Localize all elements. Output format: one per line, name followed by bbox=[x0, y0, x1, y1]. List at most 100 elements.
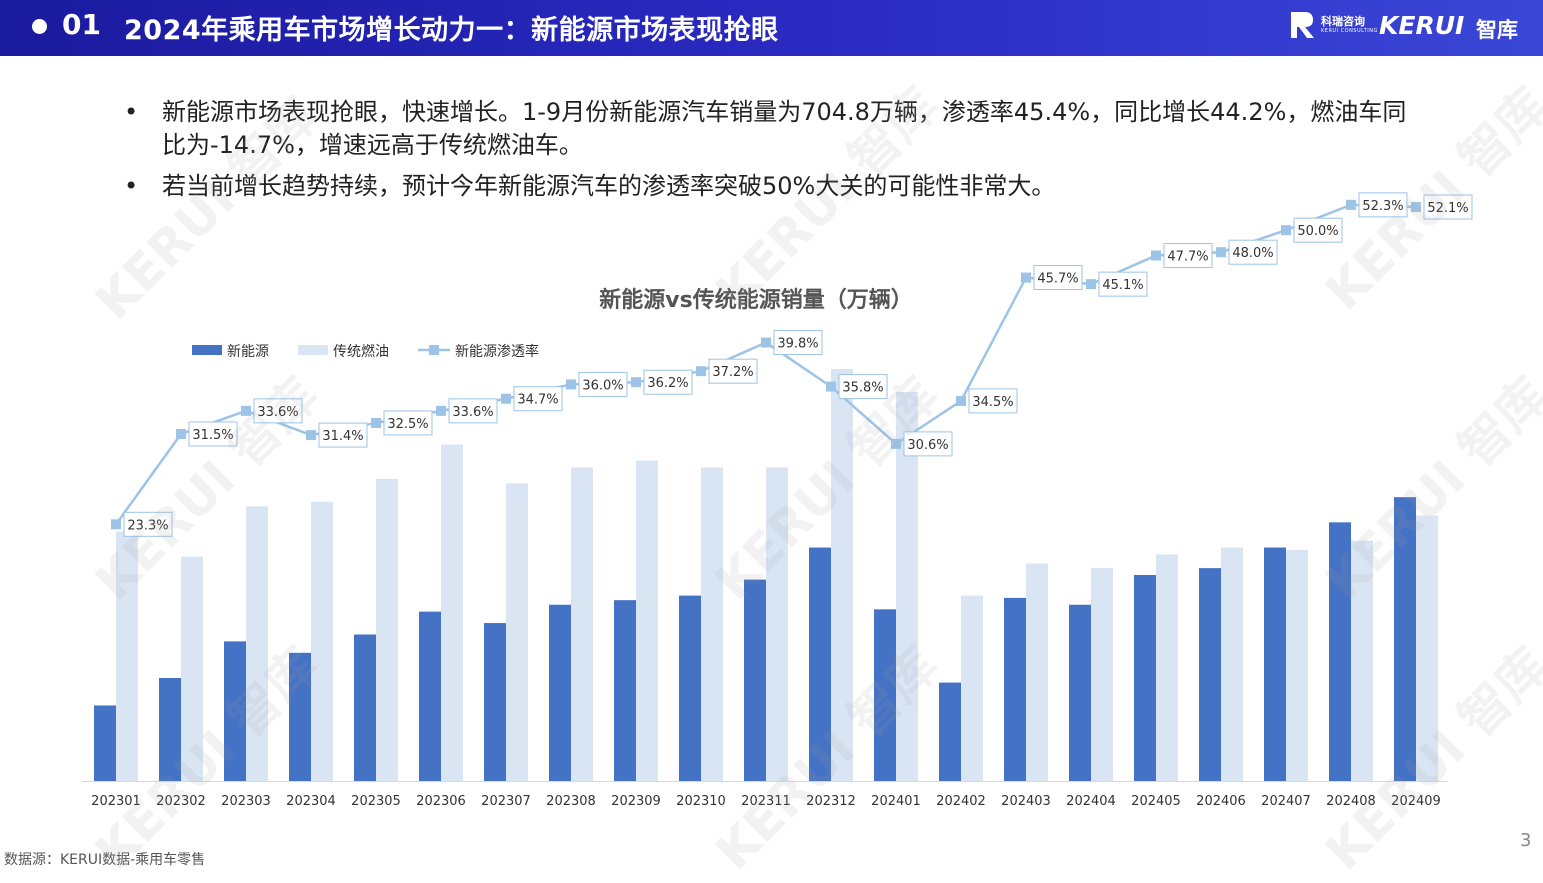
bar-ice bbox=[571, 467, 593, 781]
rate-point bbox=[241, 405, 251, 416]
rate-data-label: 34.5% bbox=[972, 395, 1013, 410]
rate-data-label: 37.2% bbox=[712, 365, 753, 380]
rate-data-label-box bbox=[253, 398, 303, 424]
rate-point bbox=[1411, 202, 1421, 213]
bullet-mark: • bbox=[124, 98, 139, 126]
rate-data-label-box bbox=[708, 358, 758, 384]
bar-nev bbox=[809, 547, 831, 781]
rate-data-label: 31.5% bbox=[192, 428, 233, 443]
rate-data-label: 32.5% bbox=[387, 417, 428, 432]
chart-title: 新能源vs传统能源销量（万辆） bbox=[599, 288, 913, 313]
bar-ice bbox=[701, 467, 723, 781]
rate-data-label: 45.7% bbox=[1037, 272, 1078, 287]
data-source-note: 数据源：KERUI数据-乘用车零售 bbox=[4, 852, 206, 868]
rate-data-label-box bbox=[1098, 271, 1148, 297]
bar-ice bbox=[896, 391, 918, 781]
rate-data-label-box bbox=[578, 371, 628, 397]
rate-data-label: 50.0% bbox=[1297, 224, 1338, 239]
bullet-text: 若当前增长趋势持续，预计今年新能源汽车的渗透率突破50%大关的可能性非常大。 bbox=[162, 172, 1056, 200]
rate-data-label: 33.6% bbox=[257, 405, 298, 420]
bar-nev bbox=[159, 678, 181, 781]
rate-point bbox=[696, 366, 706, 377]
bar-ice bbox=[441, 444, 463, 781]
bar-ice bbox=[1416, 515, 1438, 781]
x-tick-label: 202310 bbox=[676, 794, 726, 809]
rate-data-label: 31.4% bbox=[322, 429, 363, 444]
bar-nev bbox=[224, 641, 246, 781]
bar-nev bbox=[1069, 604, 1091, 781]
bar-nev bbox=[1134, 575, 1156, 781]
legend-swatch-ice bbox=[298, 345, 328, 355]
bar-nev bbox=[679, 595, 701, 781]
logo-brand: KERUI bbox=[1379, 11, 1465, 40]
rate-point bbox=[1151, 250, 1161, 261]
logo-chinese-name: 科瑞咨询 bbox=[1321, 15, 1365, 28]
rate-data-label: 52.3% bbox=[1362, 199, 1403, 214]
rate-data-label: 34.7% bbox=[517, 393, 558, 408]
x-tick-label: 202302 bbox=[156, 794, 206, 809]
bullet-mark: • bbox=[124, 172, 139, 200]
bar-ice bbox=[831, 369, 853, 781]
rate-data-label-box bbox=[1163, 243, 1213, 269]
rate-point bbox=[1281, 225, 1291, 236]
x-tick-label: 202303 bbox=[221, 794, 271, 809]
x-tick-label: 202405 bbox=[1131, 794, 1181, 809]
rate-data-label-box bbox=[1033, 265, 1083, 291]
rate-point bbox=[631, 377, 641, 388]
rate-data-label: 33.6% bbox=[452, 405, 493, 420]
legend-label-rate: 新能源渗透率 bbox=[455, 344, 539, 360]
legend-swatch-nev bbox=[192, 345, 222, 355]
bar-nev bbox=[874, 609, 896, 781]
page-title: 2024年乘用车市场增长动力一：新能源市场表现抢眼 bbox=[124, 15, 779, 46]
bar-nev bbox=[1004, 597, 1026, 781]
legend-label-ice: 传统燃油 bbox=[333, 344, 389, 360]
bar-ice bbox=[181, 556, 203, 781]
rate-data-label-box bbox=[513, 386, 563, 412]
rate-data-label-box bbox=[1358, 192, 1408, 218]
logo-english-name: KERUI CONSULTING bbox=[1321, 28, 1378, 34]
rate-data-label-box bbox=[123, 511, 173, 537]
bar-ice bbox=[1351, 540, 1373, 781]
x-tick-label: 202301 bbox=[91, 794, 141, 809]
rate-point bbox=[1021, 272, 1031, 283]
x-tick-label: 202407 bbox=[1261, 794, 1311, 809]
rate-data-label-box bbox=[448, 398, 498, 424]
rate-point bbox=[111, 519, 121, 530]
rate-data-label-box bbox=[903, 431, 953, 457]
page-number: 3 bbox=[1520, 830, 1532, 851]
bar-nev bbox=[289, 652, 311, 781]
bar-ice bbox=[1156, 554, 1178, 781]
legend-label-nev: 新能源 bbox=[227, 344, 269, 360]
rate-data-label-box bbox=[188, 421, 238, 447]
rate-point bbox=[761, 337, 771, 348]
x-tick-label: 202312 bbox=[806, 794, 856, 809]
bullet-item: • 若当前增长趋势持续，预计今年新能源汽车的渗透率突破50%大关的可能性非常大。 bbox=[124, 170, 1424, 203]
rate-point bbox=[371, 417, 381, 428]
rate-data-label: 48.0% bbox=[1232, 246, 1273, 261]
section-number: 01 bbox=[62, 8, 101, 41]
bar-ice bbox=[376, 478, 398, 781]
rate-point bbox=[1086, 279, 1096, 290]
bar-nev bbox=[484, 623, 506, 781]
rate-data-label-box bbox=[318, 422, 368, 448]
x-tick-label: 202304 bbox=[286, 794, 336, 809]
bar-ice bbox=[506, 483, 528, 781]
bar-ice bbox=[1286, 549, 1308, 781]
kerui-logo-icon bbox=[1291, 12, 1314, 38]
bar-nev bbox=[354, 634, 376, 781]
rate-data-label-box bbox=[838, 374, 888, 400]
bar-nev bbox=[419, 611, 441, 781]
rate-point bbox=[1346, 199, 1356, 210]
rate-point bbox=[826, 381, 836, 392]
rate-data-label: 52.1% bbox=[1427, 201, 1468, 216]
x-tick-label: 202306 bbox=[416, 794, 466, 809]
rate-data-label-box bbox=[383, 410, 433, 436]
rate-point bbox=[1216, 247, 1226, 258]
rate-data-label-box bbox=[968, 388, 1018, 414]
rate-data-label: 39.8% bbox=[777, 337, 818, 352]
bar-nev bbox=[94, 705, 116, 781]
rate-data-label-box bbox=[773, 330, 823, 356]
bar-ice bbox=[766, 467, 788, 781]
bar-nev bbox=[1329, 522, 1351, 781]
